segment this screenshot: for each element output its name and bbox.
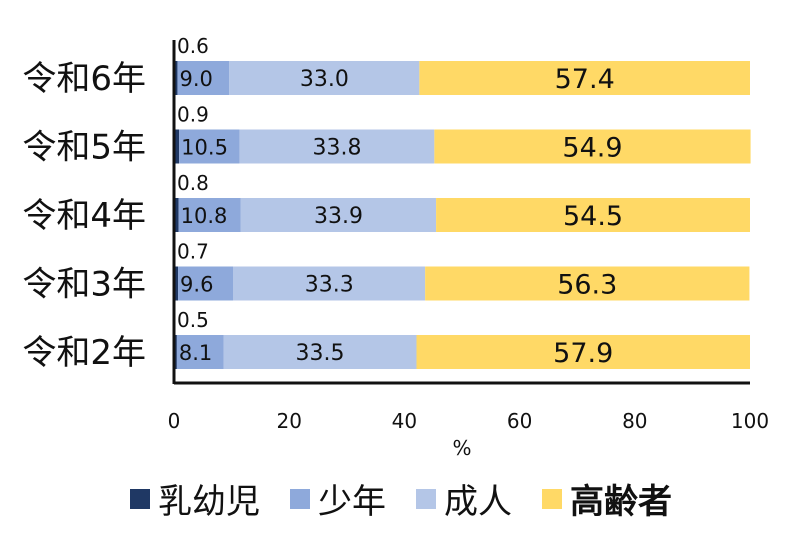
data-label: 0.7 xyxy=(177,240,209,264)
x-tick-label: 60 xyxy=(507,409,532,433)
bar-segment xyxy=(239,129,435,164)
x-tick-label: 80 xyxy=(622,409,647,433)
legend-swatch xyxy=(416,488,436,509)
bar-segment xyxy=(177,61,230,95)
bar-segment xyxy=(174,61,178,95)
bar-segment xyxy=(436,198,750,232)
bar-segment xyxy=(176,335,224,369)
category-label: 令和6年 xyxy=(22,59,146,99)
x-tick-label: 20 xyxy=(276,409,301,433)
legend-label: 成人 xyxy=(444,482,512,522)
legend-item: 高齢者 xyxy=(542,474,672,523)
x-tick-label: 100 xyxy=(731,409,769,433)
data-label: 0.9 xyxy=(177,103,209,127)
bars-group xyxy=(174,61,751,369)
category-label: 令和5年 xyxy=(22,128,146,168)
data-label: 33.8 xyxy=(313,136,362,161)
bar-segment xyxy=(229,61,420,95)
bar-segment xyxy=(419,61,750,95)
legend-label: 乳幼児 xyxy=(158,482,260,522)
data-label: 54.5 xyxy=(563,201,623,232)
bar-segment xyxy=(416,335,750,369)
stacked-bar-chart: 0.6 9.0 33.0 57.4 0.9 10.5 33.8 54.9 0.8 10.8 33.9… xyxy=(22,34,769,460)
data-label: 10.8 xyxy=(181,204,228,228)
bar-segment xyxy=(174,198,179,232)
bar-segment xyxy=(240,198,437,232)
data-label: 57.4 xyxy=(555,64,615,95)
data-labels-group: 0.6 9.0 33.0 57.4 0.9 10.5 33.8 54.9 0.8 10.8 33.9… xyxy=(177,34,623,369)
data-label: 10.5 xyxy=(181,136,228,160)
data-label: 0.5 xyxy=(177,308,209,332)
category-label: 令和4年 xyxy=(22,196,146,236)
x-tick-label: 0 xyxy=(168,409,181,433)
data-label: 54.9 xyxy=(562,133,622,164)
data-label: 9.0 xyxy=(179,67,212,91)
data-label: 57.9 xyxy=(553,338,613,369)
data-label: 33.9 xyxy=(314,204,363,229)
legend: 乳幼児 少年 成人 高齢者 xyxy=(130,474,672,523)
x-axis-title: % xyxy=(452,436,471,460)
x-tick-labels-group: 0 20 40 60 80 100 xyxy=(168,409,769,433)
bar-segment xyxy=(179,129,240,164)
category-label: 令和3年 xyxy=(22,265,146,305)
legend-swatch xyxy=(290,488,310,509)
data-label: 8.1 xyxy=(179,341,212,365)
data-label: 0.6 xyxy=(177,34,209,58)
legend-item: 乳幼児 xyxy=(130,474,260,523)
data-label: 33.0 xyxy=(300,67,349,92)
data-label: 0.8 xyxy=(177,171,209,195)
bar-segment xyxy=(223,335,417,369)
legend-swatch xyxy=(130,488,150,509)
data-label: 9.6 xyxy=(180,273,213,297)
data-label: 33.3 xyxy=(305,273,354,298)
bar-segment xyxy=(233,266,426,301)
legend-item: 成人 xyxy=(416,474,512,523)
legend-swatch xyxy=(542,488,562,509)
legend-label: 少年 xyxy=(318,482,386,522)
bar-segment xyxy=(174,129,180,164)
legend-label: 高齢者 xyxy=(570,482,672,522)
data-label: 56.3 xyxy=(557,270,617,301)
x-tick-label: 40 xyxy=(392,409,417,433)
data-label: 33.5 xyxy=(296,341,345,366)
bar-segment xyxy=(178,198,241,232)
bar-segment xyxy=(178,266,234,301)
category-label: 令和2年 xyxy=(22,333,146,373)
bar-segment xyxy=(434,129,751,164)
bar-segment xyxy=(174,266,179,301)
bar-segment xyxy=(425,266,750,301)
legend-item: 少年 xyxy=(290,474,386,523)
